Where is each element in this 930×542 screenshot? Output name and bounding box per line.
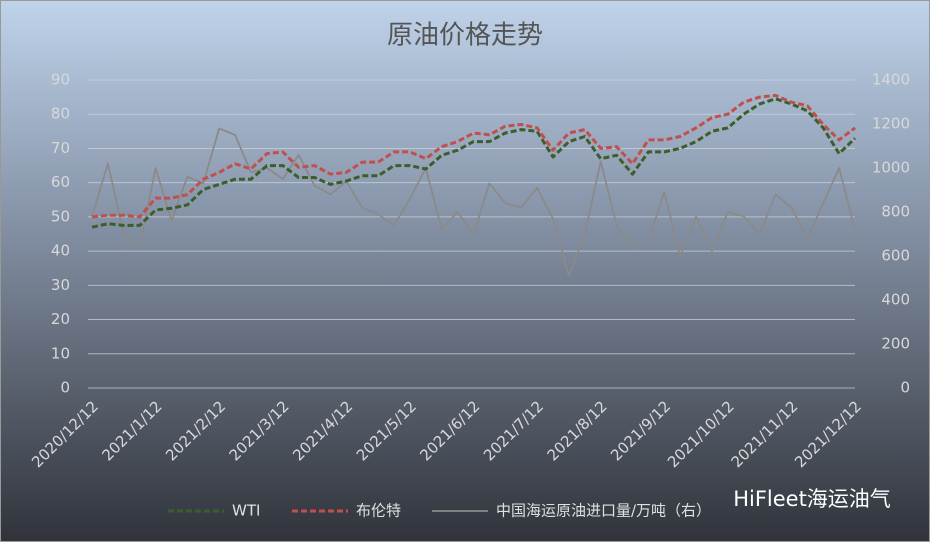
y-tick-label: 80: [51, 105, 70, 123]
y-tick-label: 20: [51, 310, 70, 328]
series-line: [91, 127, 856, 277]
y2-tick-label: 200: [881, 335, 910, 353]
y2-tick-label: 0: [900, 379, 910, 397]
chart-title: 原油价格走势: [387, 21, 543, 51]
y-tick-label: 90: [51, 71, 70, 89]
y-tick-label: 0: [60, 379, 70, 397]
y-tick-label: 70: [51, 139, 70, 157]
y2-tick-label: 600: [881, 247, 910, 265]
y2-tick-label: 1000: [872, 159, 910, 177]
y2-tick-label: 1400: [872, 71, 910, 89]
series-line: [91, 93, 856, 219]
y-tick-label: 60: [51, 173, 70, 191]
watermark: HiFleet海运油气: [733, 487, 891, 511]
y2-tick-label: 400: [881, 291, 910, 309]
y-tick-label: 40: [51, 242, 70, 260]
legend-label: 中国海运原油进口量/万吨（右）: [496, 502, 711, 520]
legend-label: WTI: [232, 502, 260, 520]
y-tick-label: 10: [51, 344, 70, 362]
series-line: [91, 97, 857, 229]
y2-tick-label: 1200: [872, 115, 910, 133]
y2-tick-label: 800: [881, 203, 910, 221]
legend-label: 布伦特: [356, 502, 401, 520]
y-tick-label: 50: [51, 207, 70, 225]
y-tick-label: 30: [51, 276, 70, 294]
